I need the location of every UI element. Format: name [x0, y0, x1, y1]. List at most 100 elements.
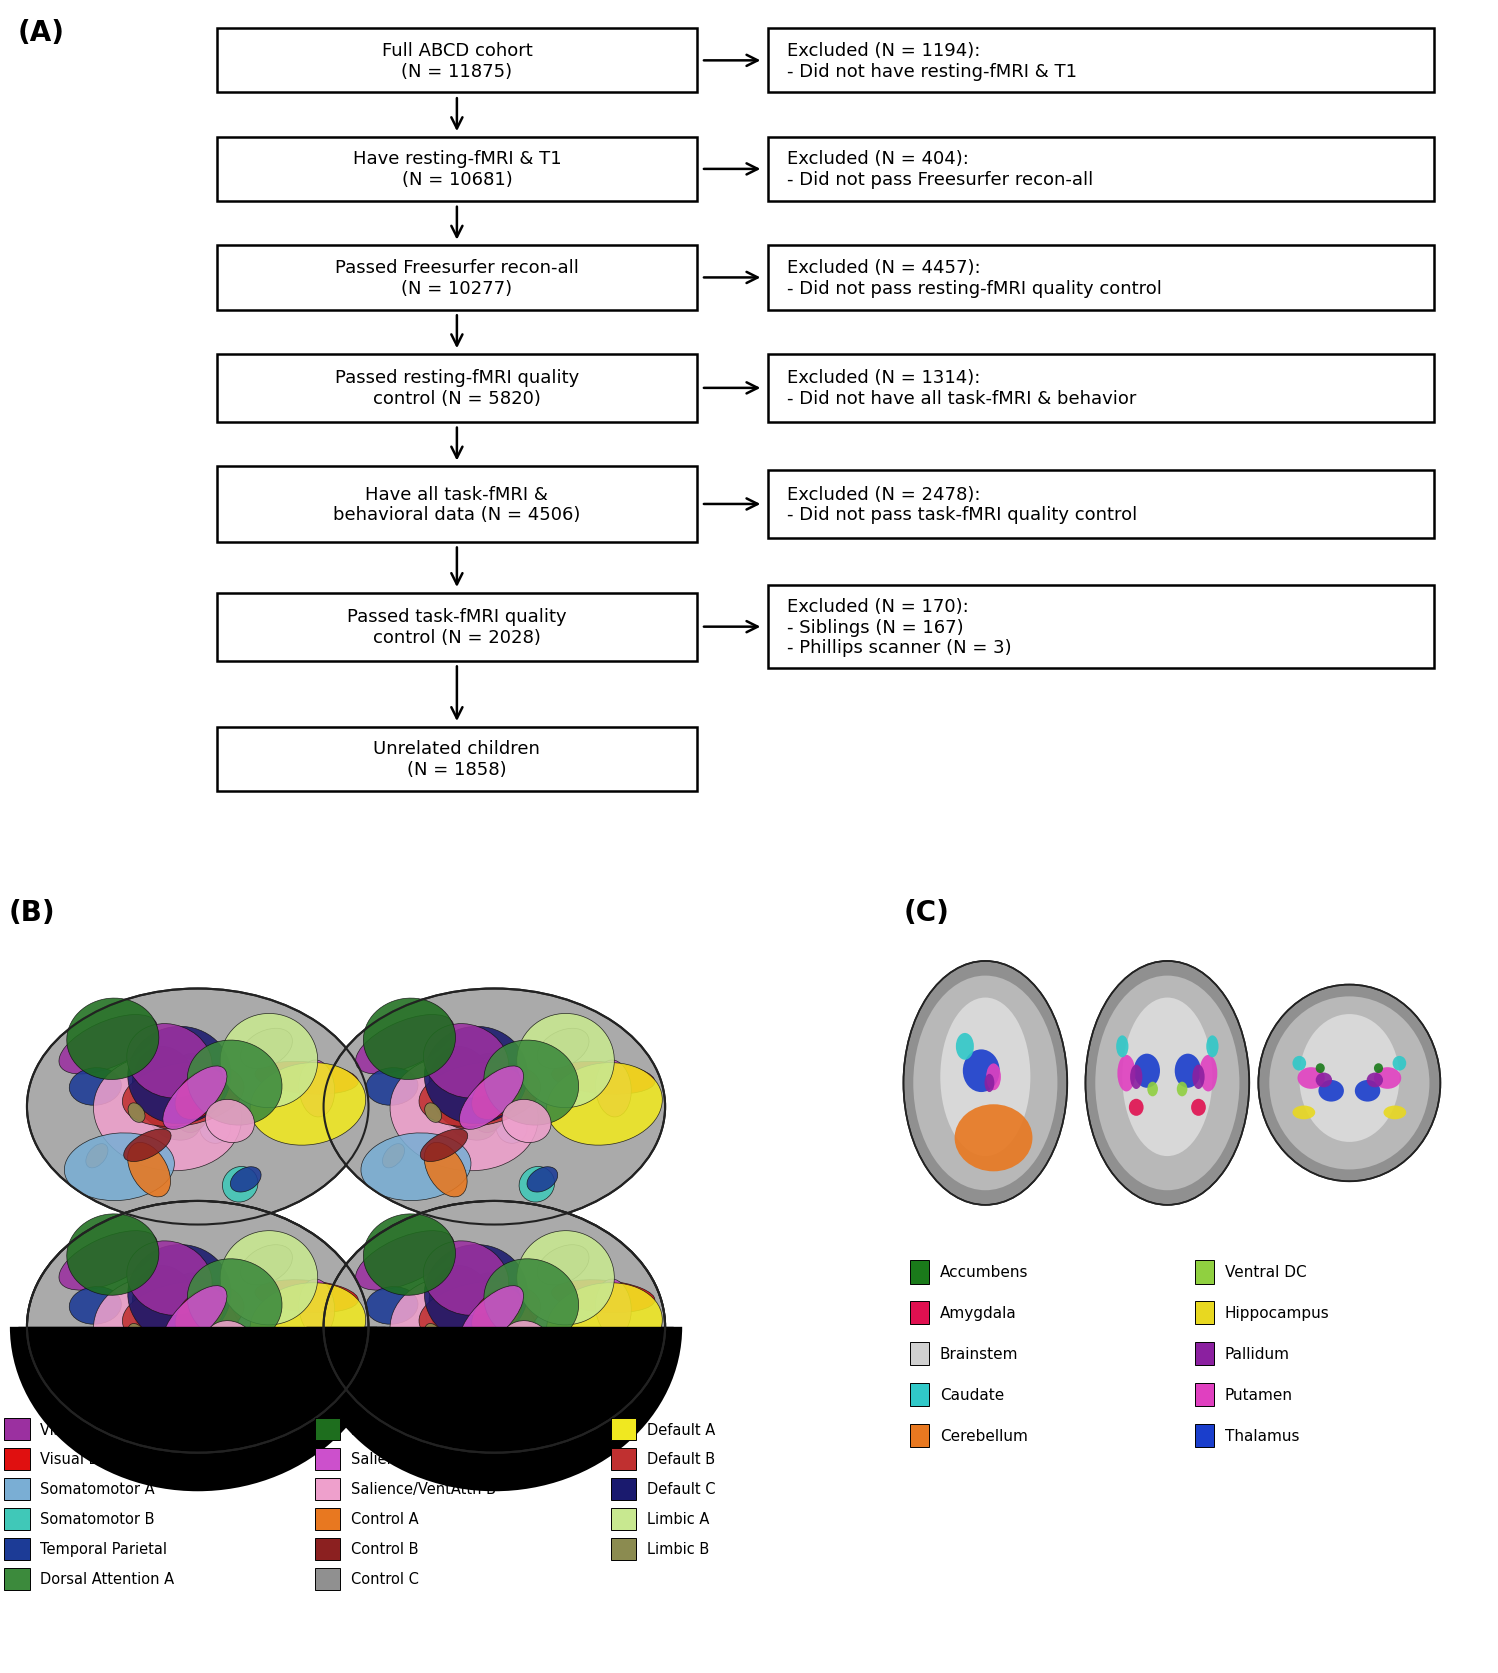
Text: Visual A: Visual A	[40, 1422, 99, 1437]
Ellipse shape	[1293, 1056, 1306, 1071]
Ellipse shape	[1374, 1064, 1383, 1074]
Ellipse shape	[984, 1074, 995, 1092]
Ellipse shape	[445, 1099, 497, 1141]
Ellipse shape	[954, 1104, 1032, 1171]
FancyBboxPatch shape	[1195, 1424, 1213, 1447]
Ellipse shape	[129, 1287, 184, 1340]
Text: Control B: Control B	[351, 1541, 418, 1556]
Ellipse shape	[527, 1168, 557, 1193]
Ellipse shape	[903, 962, 1067, 1205]
Ellipse shape	[85, 1367, 108, 1392]
Ellipse shape	[127, 1241, 213, 1315]
Ellipse shape	[1269, 997, 1429, 1169]
Ellipse shape	[205, 1099, 255, 1143]
Text: Excluded (N = 1194):
- Did not have resting-fMRI & T1: Excluded (N = 1194): - Did not have rest…	[788, 42, 1077, 80]
Wedge shape	[315, 1327, 674, 1484]
FancyBboxPatch shape	[767, 28, 1435, 94]
Ellipse shape	[69, 1067, 121, 1106]
FancyBboxPatch shape	[767, 137, 1435, 202]
Text: (A): (A)	[18, 18, 64, 47]
Ellipse shape	[324, 1201, 665, 1452]
Ellipse shape	[148, 1099, 201, 1141]
Ellipse shape	[1297, 1067, 1324, 1089]
Text: Control C: Control C	[351, 1571, 418, 1586]
FancyBboxPatch shape	[909, 1384, 929, 1407]
Ellipse shape	[205, 1322, 255, 1363]
Ellipse shape	[424, 1323, 442, 1343]
FancyBboxPatch shape	[611, 1537, 637, 1559]
Text: Brainstem: Brainstem	[939, 1347, 1019, 1362]
Ellipse shape	[27, 989, 369, 1225]
Ellipse shape	[163, 1287, 226, 1350]
Ellipse shape	[93, 1056, 241, 1171]
Text: Passed Freesurfer recon-all
(N = 10277): Passed Freesurfer recon-all (N = 10277)	[336, 259, 578, 298]
Text: Excluded (N = 2478):
- Did not pass task-fMRI quality control: Excluded (N = 2478): - Did not pass task…	[788, 485, 1137, 524]
Ellipse shape	[1192, 1066, 1204, 1089]
Text: Somatomotor A: Somatomotor A	[40, 1482, 156, 1497]
Ellipse shape	[963, 1049, 999, 1092]
Ellipse shape	[1118, 1056, 1135, 1092]
Ellipse shape	[129, 1067, 184, 1119]
Ellipse shape	[472, 1069, 521, 1119]
Ellipse shape	[69, 1287, 121, 1325]
Ellipse shape	[1366, 1072, 1383, 1087]
FancyBboxPatch shape	[315, 1449, 340, 1471]
Ellipse shape	[355, 1231, 454, 1290]
Ellipse shape	[67, 1215, 159, 1295]
FancyBboxPatch shape	[909, 1302, 929, 1325]
FancyBboxPatch shape	[315, 1537, 340, 1559]
Ellipse shape	[941, 999, 1031, 1156]
Ellipse shape	[300, 1280, 334, 1337]
Ellipse shape	[364, 1215, 455, 1295]
Ellipse shape	[220, 1231, 318, 1325]
Ellipse shape	[382, 1367, 404, 1392]
Ellipse shape	[67, 999, 159, 1079]
Ellipse shape	[419, 1062, 541, 1128]
FancyBboxPatch shape	[315, 1568, 340, 1589]
FancyBboxPatch shape	[767, 355, 1435, 423]
FancyBboxPatch shape	[4, 1507, 30, 1529]
Ellipse shape	[464, 1273, 511, 1352]
Ellipse shape	[424, 1241, 509, 1315]
Ellipse shape	[472, 1288, 521, 1338]
Ellipse shape	[255, 1062, 358, 1094]
Ellipse shape	[424, 1027, 527, 1124]
Ellipse shape	[914, 975, 1058, 1191]
Ellipse shape	[64, 1357, 174, 1425]
Text: Excluded (N = 4457):
- Did not pass resting-fMRI quality control: Excluded (N = 4457): - Did not pass rest…	[788, 259, 1162, 298]
Ellipse shape	[1174, 1054, 1201, 1087]
Ellipse shape	[520, 1166, 554, 1203]
Ellipse shape	[1374, 1067, 1401, 1089]
Ellipse shape	[1147, 1082, 1158, 1097]
Ellipse shape	[502, 1099, 551, 1143]
Ellipse shape	[464, 1054, 511, 1133]
FancyBboxPatch shape	[217, 28, 697, 94]
Ellipse shape	[460, 1287, 523, 1350]
Text: Passed task-fMRI quality
control (N = 2028): Passed task-fMRI quality control (N = 20…	[348, 607, 566, 647]
Ellipse shape	[496, 1333, 527, 1365]
Text: Somatomotor B: Somatomotor B	[40, 1511, 154, 1526]
FancyBboxPatch shape	[315, 1419, 340, 1440]
Ellipse shape	[300, 1061, 334, 1118]
Ellipse shape	[596, 1280, 631, 1337]
Ellipse shape	[364, 999, 455, 1079]
Ellipse shape	[148, 1320, 201, 1362]
Ellipse shape	[460, 1066, 523, 1129]
Ellipse shape	[1206, 1036, 1218, 1057]
Ellipse shape	[419, 1282, 541, 1347]
Ellipse shape	[132, 1047, 198, 1129]
Text: Ventral DC: Ventral DC	[1225, 1265, 1306, 1280]
Ellipse shape	[1122, 999, 1212, 1156]
Ellipse shape	[127, 1245, 231, 1342]
Ellipse shape	[1134, 1054, 1159, 1087]
Ellipse shape	[428, 1047, 494, 1129]
FancyBboxPatch shape	[1195, 1302, 1213, 1325]
Text: Pallidum: Pallidum	[1225, 1347, 1290, 1362]
Text: Accumbens: Accumbens	[939, 1265, 1028, 1280]
Ellipse shape	[424, 1245, 527, 1342]
FancyBboxPatch shape	[611, 1449, 637, 1471]
Ellipse shape	[517, 1014, 614, 1108]
FancyBboxPatch shape	[4, 1449, 30, 1471]
Ellipse shape	[64, 1133, 174, 1201]
Ellipse shape	[527, 1392, 557, 1417]
